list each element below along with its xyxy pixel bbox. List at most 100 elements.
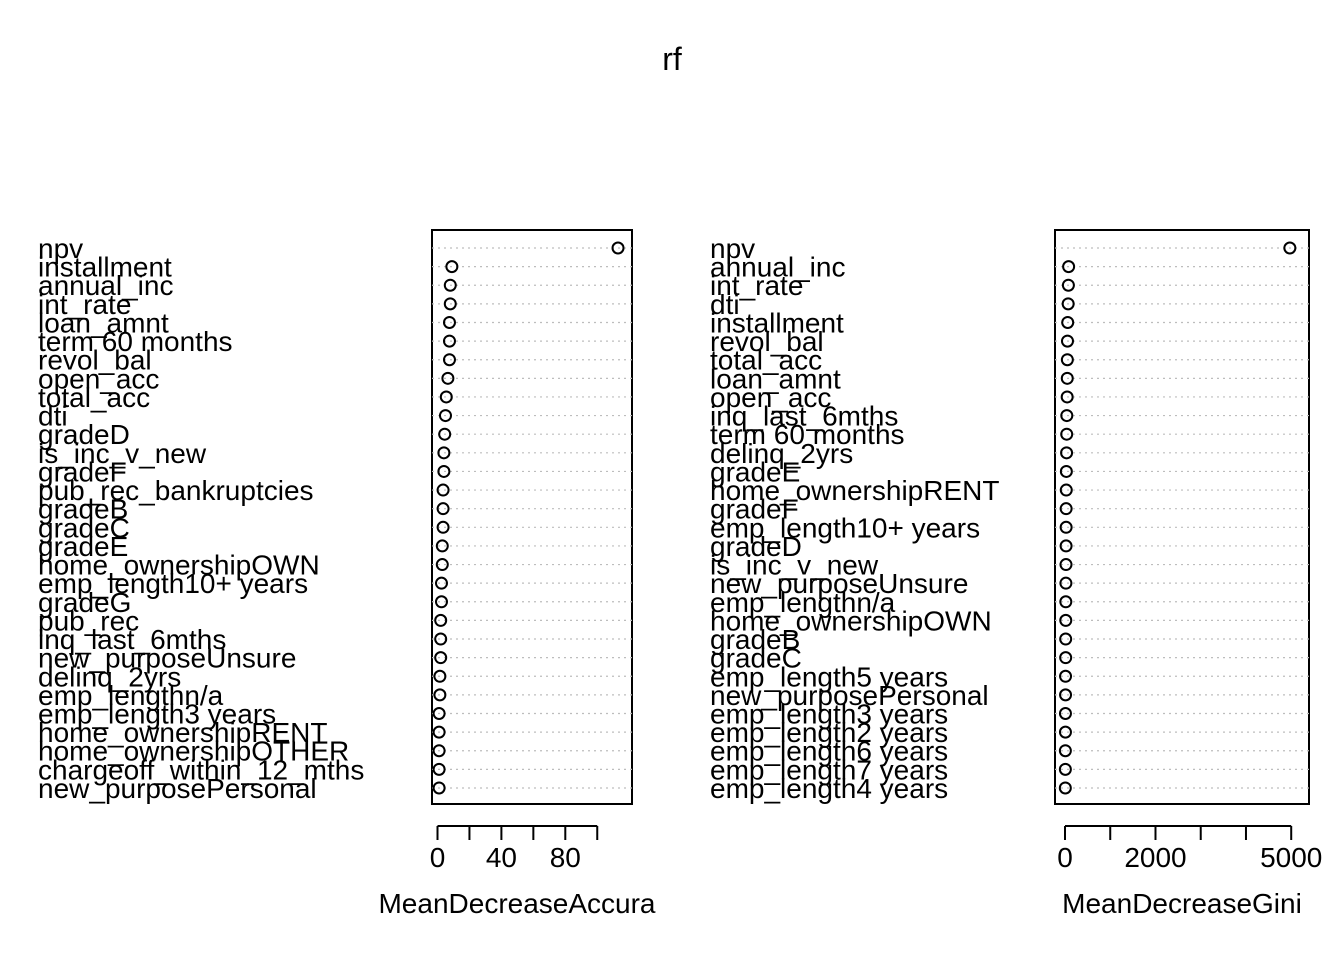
x-tick-label: 80 xyxy=(550,842,581,873)
data-point xyxy=(436,502,450,516)
data-point xyxy=(443,278,457,292)
data-point xyxy=(436,483,450,497)
panel-accuracy-axis: 0 40 80 xyxy=(430,825,599,873)
panel-accuracy-labels: npvinstallmentannual_incint_rateloan_amn… xyxy=(38,233,364,804)
category-label: total_acc xyxy=(38,382,150,413)
category-label: new_purposePersonal xyxy=(710,680,989,711)
data-point xyxy=(1058,781,1072,795)
category-label: annual_inc xyxy=(38,270,173,301)
data-point xyxy=(1058,707,1072,720)
category-label: revol_bal xyxy=(710,326,824,357)
data-point xyxy=(432,707,446,720)
panel-accuracy-points xyxy=(432,241,625,795)
category-label: emp_lengthn/a xyxy=(710,587,896,618)
category-label: gradeF xyxy=(710,494,799,525)
data-point xyxy=(1061,315,1075,329)
category-label: loan_amnt xyxy=(38,307,169,338)
data-point xyxy=(445,260,459,274)
data-point xyxy=(439,390,453,404)
data-point xyxy=(1061,297,1075,311)
category-label: emp_length3 years xyxy=(710,699,948,730)
data-point xyxy=(442,334,456,348)
panel-gini-grid xyxy=(1055,247,1309,789)
category-label: is_inc_v_new xyxy=(710,550,879,581)
data-point xyxy=(1058,762,1072,776)
data-point xyxy=(1059,688,1073,702)
category-label: delinq_2yrs xyxy=(710,438,853,469)
data-point xyxy=(1060,390,1074,404)
category-label: new_purposeUnsure xyxy=(38,643,296,674)
data-point xyxy=(434,595,448,609)
data-point xyxy=(438,409,452,423)
panel-accuracy-frame xyxy=(431,229,633,805)
data-point xyxy=(1058,725,1072,739)
data-point xyxy=(611,241,625,255)
data-point xyxy=(435,558,449,572)
data-point xyxy=(434,651,448,665)
data-point xyxy=(434,613,448,627)
category-label: new_purposePersonal xyxy=(38,773,317,804)
category-label: home_ownershipRENT xyxy=(38,717,327,748)
category-label: dti xyxy=(710,289,740,320)
category-label: gradeE xyxy=(38,531,128,562)
data-point xyxy=(1060,427,1074,441)
data-point xyxy=(1059,651,1073,665)
panel-gini: npvannual_incint_ratedtiinstallmentrevol… xyxy=(710,229,1322,919)
category-label: emp_lengthn/a xyxy=(38,680,224,711)
category-label: gradeD xyxy=(38,419,130,450)
data-point xyxy=(434,632,448,646)
x-tick-label: 40 xyxy=(486,842,517,873)
category-label: gradeE xyxy=(710,456,800,487)
category-label: home_ownershipRENT xyxy=(710,475,999,506)
data-point xyxy=(437,464,451,478)
category-label: chargeoff_within_12_mths xyxy=(38,754,364,785)
panel-accuracy: npvinstallmentannual_incint_rateloan_amn… xyxy=(38,229,656,919)
category-label: emp_length7 years xyxy=(710,754,948,785)
data-point xyxy=(1059,632,1073,646)
data-point xyxy=(432,744,446,758)
data-point xyxy=(432,781,446,795)
data-point xyxy=(1059,520,1073,534)
category-label: delinq_2yrs xyxy=(38,661,181,692)
category-label: home_ownershipOWN xyxy=(710,605,992,636)
category-label: inq_last_6mths xyxy=(38,624,226,655)
data-point xyxy=(1060,334,1074,348)
category-label: emp_length10+ years xyxy=(38,568,308,599)
category-label: is_inc_v_new xyxy=(38,438,207,469)
x-tick-label: 0 xyxy=(1057,842,1073,873)
category-label: annual_inc xyxy=(710,252,845,283)
data-point xyxy=(441,371,455,385)
data-point xyxy=(1059,539,1073,553)
data-point xyxy=(1283,241,1297,255)
data-point xyxy=(1059,502,1073,516)
category-label: gradeF xyxy=(38,456,127,487)
category-label: npv xyxy=(38,233,83,264)
category-label: open_acc xyxy=(710,382,831,413)
data-point xyxy=(1058,744,1072,758)
x-tick-label: 2000 xyxy=(1124,842,1186,873)
category-label: new_purposeUnsure xyxy=(710,568,968,599)
data-point xyxy=(433,688,447,702)
x-tick-label: 5000 xyxy=(1260,842,1322,873)
data-point xyxy=(1059,483,1073,497)
data-point xyxy=(1059,669,1073,683)
panel-gini-xlabel: MeanDecreaseGini xyxy=(1062,888,1302,919)
category-label: int_rate xyxy=(710,270,803,301)
data-point xyxy=(1059,464,1073,478)
category-label: home_ownershipOTHER xyxy=(38,736,349,767)
category-label: open_acc xyxy=(38,363,159,394)
category-label: emp_length3 years xyxy=(38,699,276,730)
data-point xyxy=(434,576,448,590)
data-point xyxy=(436,520,450,534)
category-label: gradeG xyxy=(38,587,131,618)
category-label: home_ownershipOWN xyxy=(38,550,320,581)
panel-gini-labels: npvannual_incint_ratedtiinstallmentrevol… xyxy=(710,233,999,804)
category-label: revol_bal xyxy=(38,345,152,376)
category-label: gradeC xyxy=(710,643,802,674)
category-label: term 60 months xyxy=(38,326,233,357)
panel-gini-frame xyxy=(1054,229,1310,805)
category-label: gradeC xyxy=(38,512,130,543)
category-label: term 60 months xyxy=(710,419,905,450)
data-point xyxy=(1060,371,1074,385)
data-point xyxy=(442,353,456,367)
